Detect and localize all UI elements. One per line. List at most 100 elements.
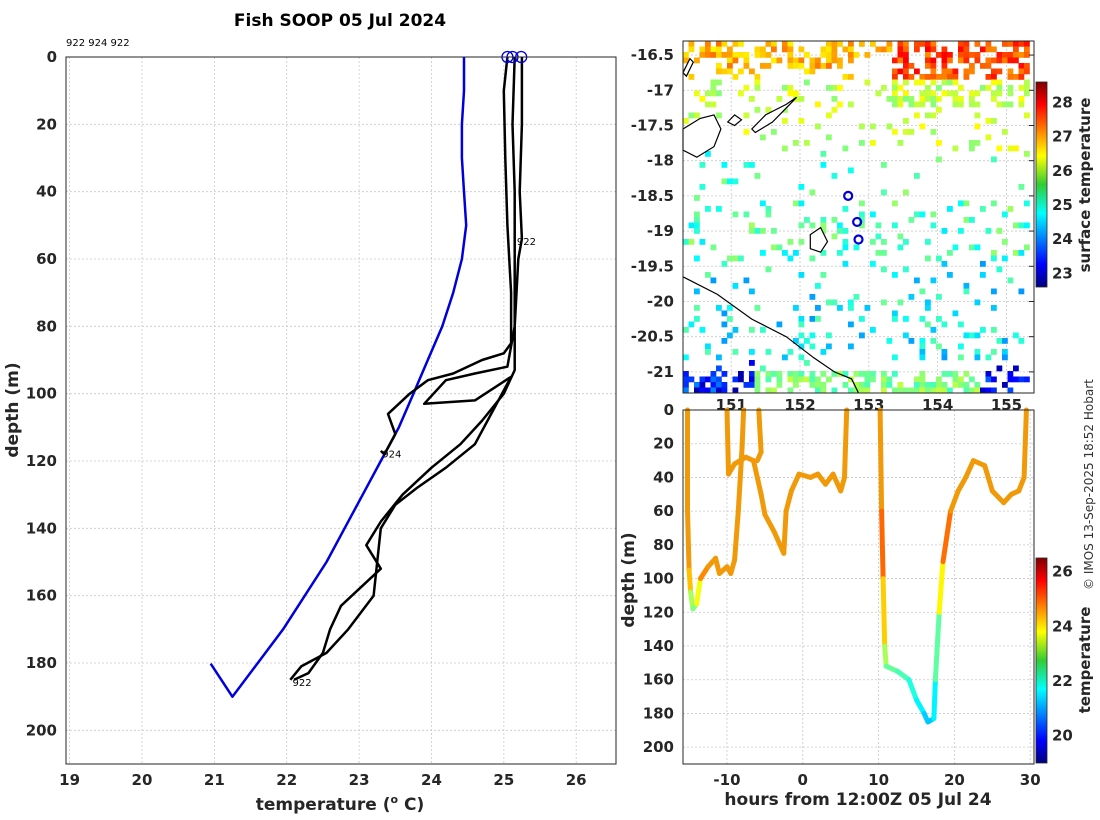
section-colorbar-label: temperature — [1076, 607, 1094, 714]
sst-pixel — [716, 112, 722, 119]
section-cast-segment — [735, 444, 745, 514]
sst-pixel — [925, 96, 931, 102]
sst-pixel — [732, 387, 739, 394]
sst-pixel — [963, 283, 970, 289]
sst-pixel — [787, 376, 794, 383]
section-cast-segment — [982, 463, 995, 494]
map-colorbar-tick-label: 24 — [1052, 230, 1073, 248]
section-y-tick-label: 40 — [653, 468, 674, 486]
sst-pixel — [947, 250, 953, 256]
sst-pixel — [798, 332, 805, 339]
sst-pixel — [787, 52, 794, 58]
sst-pixel — [919, 354, 926, 361]
sst-pixel — [749, 162, 755, 168]
sst-pixel — [721, 321, 728, 328]
sst-pixel — [974, 52, 981, 58]
sst-pixel — [864, 376, 871, 383]
sst-pixel — [974, 57, 981, 64]
sst-pixel — [754, 382, 761, 388]
profile-x-label: temperature (o C) — [256, 793, 425, 815]
sst-pixel — [908, 101, 915, 108]
sst-pixel — [716, 52, 722, 58]
sst-pixel — [892, 101, 898, 108]
section-y-tick-label: 140 — [643, 637, 674, 655]
sst-pixel — [864, 382, 871, 388]
sst-pixel — [996, 90, 1003, 97]
sst-pixel — [776, 382, 783, 388]
sst-pixel — [815, 382, 821, 388]
sst-pixel — [853, 371, 860, 377]
section-y-label: depth (m) — [619, 532, 639, 627]
sst-pixel — [859, 200, 865, 207]
sst-pixel — [903, 41, 909, 47]
sst-pixel — [705, 151, 711, 157]
section-x-label: hours from 12:00Z 05 Jul 24 — [724, 790, 991, 810]
sst-pixel — [919, 376, 926, 383]
sst-pixel — [683, 354, 689, 361]
sst-pixel — [815, 283, 821, 289]
sst-pixel — [732, 327, 739, 333]
sst-pixel — [941, 68, 948, 75]
sst-pixel — [963, 57, 970, 64]
sst-pixel — [820, 52, 827, 58]
sst-pixel — [925, 255, 931, 262]
sst-pixel — [892, 79, 898, 86]
sst-pixel — [936, 156, 942, 163]
figure-title: Fish SOOP 05 Jul 2024 — [234, 11, 446, 31]
sst-pixel — [1018, 85, 1025, 91]
sst-pixel — [815, 387, 821, 394]
sst-pixel — [831, 85, 838, 91]
sst-pixel — [958, 382, 964, 388]
sst-pixel — [952, 376, 959, 383]
map-x-tick-label: 154 — [922, 396, 953, 414]
sst-pixel — [694, 195, 700, 201]
sst-pixel — [991, 305, 997, 311]
sst-pixel — [892, 200, 898, 207]
sst-pixel — [930, 338, 937, 344]
sst-pixel — [732, 41, 739, 47]
section-cast-segment — [877, 407, 885, 514]
sst-pixel — [749, 68, 755, 75]
sst-pixel — [793, 57, 799, 64]
sst-pixel — [897, 41, 904, 47]
section-cast-segment — [751, 458, 764, 497]
sst-pixel — [782, 85, 788, 91]
sst-pixel — [694, 222, 700, 229]
sst-pixel — [683, 239, 689, 245]
sst-pixel — [848, 343, 854, 350]
sst-pixel — [919, 387, 926, 394]
sst-pixel — [749, 327, 755, 333]
sst-pixel — [980, 387, 986, 394]
profile-panel: 922 924 922 19 20 21 22 23 24 25 26 0 20 40 60 80 100 12… — [3, 48, 617, 815]
sst-pixel — [721, 162, 728, 168]
sst-pixel — [886, 338, 893, 344]
sst-pixel — [925, 46, 931, 53]
sst-pixel — [798, 272, 805, 278]
sst-pixel — [771, 228, 777, 234]
sst-pixel — [952, 310, 959, 317]
sst-pixel — [969, 96, 975, 102]
sst-pixel — [683, 371, 689, 377]
sst-pixel — [941, 387, 948, 394]
sst-pixel — [705, 349, 711, 355]
sst-pixel — [798, 354, 805, 361]
sst-pixel — [969, 52, 975, 58]
sst-pixel — [974, 387, 981, 394]
sst-pixel — [958, 41, 964, 47]
sst-pixel — [870, 140, 876, 146]
sst-pixel — [1013, 250, 1019, 256]
sst-pixel — [743, 112, 750, 119]
sst-pixel — [705, 343, 711, 350]
sst-pixel — [941, 228, 948, 234]
sst-pixel — [936, 376, 942, 383]
sst-pixel — [886, 376, 893, 383]
sst-pixel — [699, 184, 706, 190]
map-panel: -16.5 -17 -17.5 -18 -18.5 -19 -19.5 -20 -20.5 -21… — [631, 40, 1094, 414]
sst-pixel — [738, 371, 744, 377]
section-cast-segment — [906, 677, 919, 703]
sst-pixel — [804, 140, 810, 146]
sst-pixel — [1007, 57, 1014, 64]
map-y-tick-label: -18.5 — [631, 187, 674, 205]
sst-pixel — [947, 57, 953, 64]
sst-pixel — [765, 211, 772, 218]
